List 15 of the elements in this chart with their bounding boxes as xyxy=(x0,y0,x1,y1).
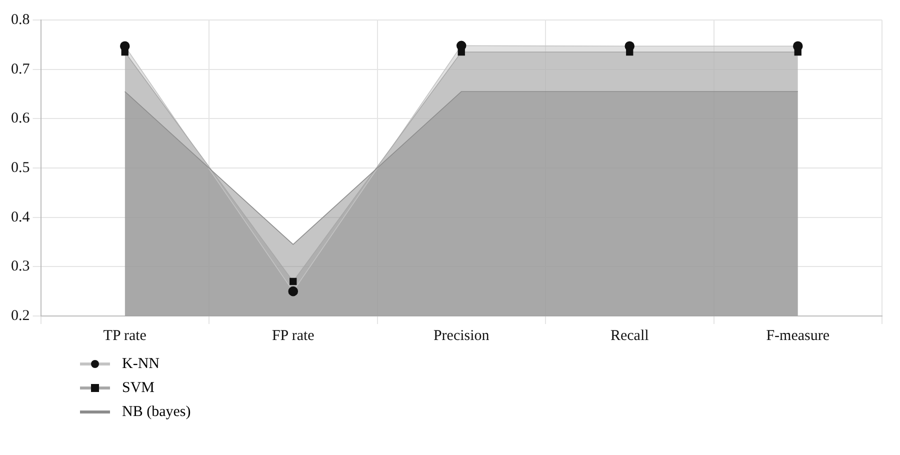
legend-label: K-NN xyxy=(122,356,160,372)
x-tick-label: FP rate xyxy=(272,328,315,344)
x-tick-label: Precision xyxy=(433,328,490,344)
y-tick-label: 0.2 xyxy=(11,308,30,324)
y-tick-label: 0.7 xyxy=(11,61,30,78)
y-tick-label: 0.5 xyxy=(11,160,30,176)
x-tick-label: TP rate xyxy=(103,328,147,344)
y-tick-label: 0.6 xyxy=(11,110,30,127)
x-tick-label: F-measure xyxy=(766,328,830,344)
y-tick-label: 0.8 xyxy=(11,12,30,28)
legend-label: SVM xyxy=(122,380,155,396)
legend-label: NB (bayes) xyxy=(122,404,191,420)
y-tick-label: 0.3 xyxy=(11,258,30,275)
y-tick-label: 0.4 xyxy=(11,209,30,226)
x-tick-label: Recall xyxy=(610,328,649,344)
